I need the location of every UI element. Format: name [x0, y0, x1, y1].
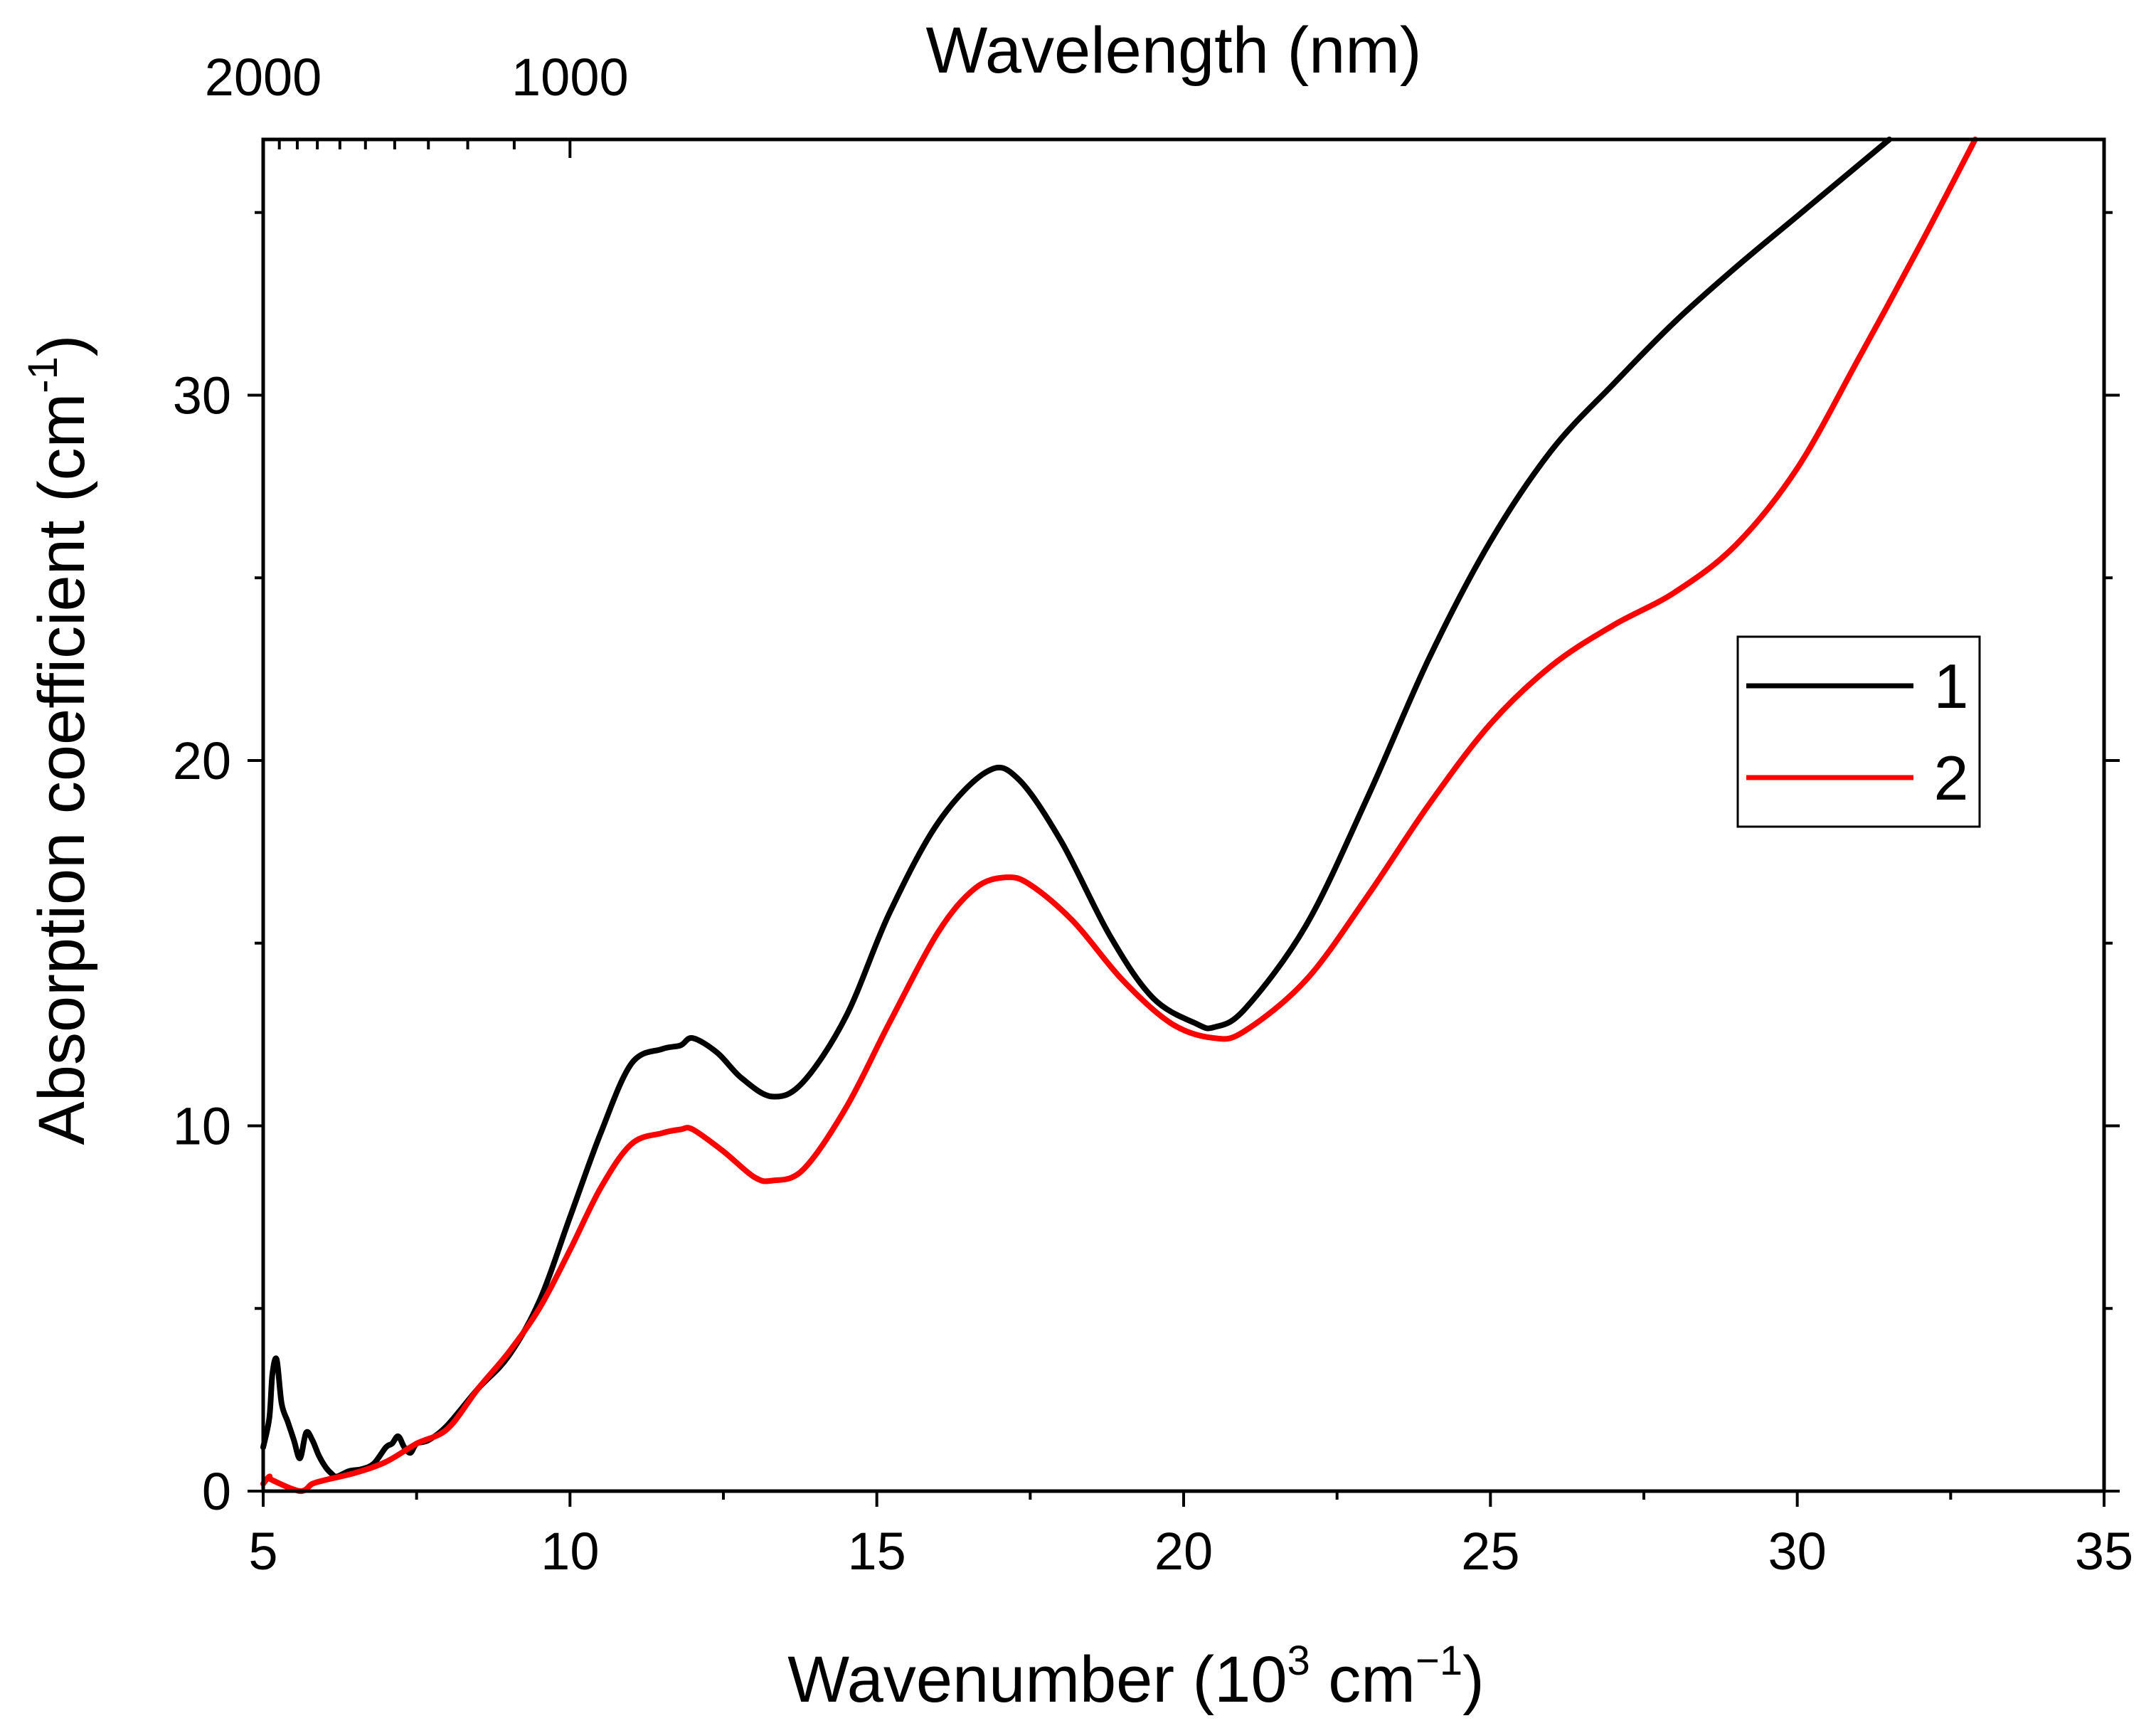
x-tick-label: 10	[541, 1522, 599, 1581]
data-curves	[260, 137, 1978, 1495]
top-tick-label: 2000	[205, 48, 322, 107]
x-tick-label: 5	[248, 1522, 277, 1581]
legend-label-series-1: 1	[1934, 651, 1969, 721]
y-tick-label: 10	[173, 1096, 231, 1155]
legend-label-series-2: 2	[1934, 743, 1969, 813]
y-tick-label: 0	[202, 1462, 231, 1521]
x-tick-label: 35	[2075, 1522, 2133, 1581]
x-axis-title: Wavenumber (103 cm−1)	[787, 1638, 1484, 1716]
legend: 1 2	[1736, 635, 1981, 828]
axis-ticks	[248, 139, 2120, 1507]
top-tick-label: 1000	[511, 48, 629, 107]
series-line-1	[260, 137, 1893, 1480]
x-tick-label: 20	[1154, 1522, 1213, 1581]
x-tick-label: 30	[1768, 1522, 1827, 1581]
x-tick-label: 15	[848, 1522, 906, 1581]
tick-labels: 5 10 15 20 25 30 35 0 10 20 30 2000 1000	[173, 48, 2133, 1581]
x-tick-label: 25	[1461, 1522, 1519, 1581]
legend-box	[1736, 635, 1981, 828]
y-tick-label: 20	[173, 731, 231, 790]
top-axis-title: Wavelength (nm)	[925, 14, 1421, 87]
y-tick-label: 30	[173, 366, 231, 425]
y-axis-title: Absorption coefficient (cm-1)	[20, 334, 98, 1145]
series-line-2	[260, 137, 1978, 1495]
